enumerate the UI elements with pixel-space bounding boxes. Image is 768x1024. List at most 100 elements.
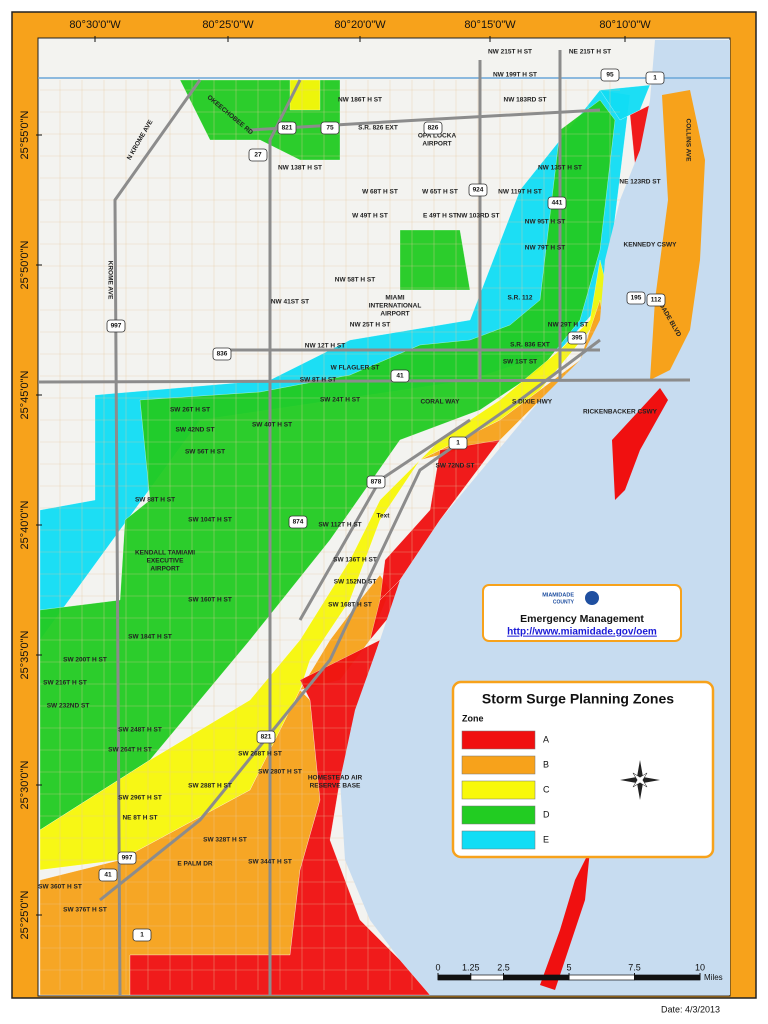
street-label: SW 200T H ST [63,657,107,664]
street-label: NW 25T H ST [350,322,390,329]
street-label: SW 152ND ST [334,579,377,586]
legend-swatch [461,780,536,800]
route-shield: 395 [567,331,587,345]
shield-bg [468,183,488,197]
key-biscayne [612,388,668,500]
logo-name: Emergency Management [520,613,644,625]
legend-label: B [543,759,549,769]
street-label: SW 268T H ST [238,751,282,758]
legend-swatch [461,805,536,825]
route-shield: 27 [248,148,268,162]
street-label: E 49T H ST [423,213,457,220]
road [249,108,601,132]
shield-label: 997 [111,323,122,330]
route-shield: 836 [212,347,232,361]
street-label: SW 328T H ST [203,837,247,844]
shield-bg [567,331,587,345]
street-label: NW 29T H ST [548,322,588,329]
road [268,79,302,995]
route-shield: 821 [256,730,276,744]
shield-bg [98,868,118,882]
scale-segment [503,974,570,981]
logo-frame [482,584,682,642]
route-shield: 878 [366,475,386,489]
shield-bg [547,196,567,210]
street-label: CORAL WAY [420,399,460,406]
shield-label: 41 [396,373,404,380]
street-label: SW 264T H ST [108,747,152,754]
route-shield: 195 [626,291,646,305]
shield-label: 41 [104,872,112,879]
legend-swatch [461,730,536,750]
shield-label: 821 [261,734,272,741]
route-shield: 1 [645,71,665,85]
route-shield: 112 [646,293,666,307]
logo-url[interactable]: http://www.miamidade.gov/oem [507,627,657,638]
street-label: NE 215T H ST [569,49,611,56]
street-label: SW 8T H ST [300,377,337,384]
shield-label: 1 [653,75,657,82]
legend-label: E [543,834,549,844]
logo-org: COUNTY [553,599,575,605]
legend-title: Storm Surge Planning Zones [482,691,674,707]
street-label: S.R. 836 EXT [510,342,550,349]
street-label: NW 119T H ST [498,189,542,196]
street-label: SW 344T H ST [248,859,292,866]
street-label: SW 184T H ST [128,634,172,641]
latitude-label: 25°50'0"N [19,240,31,289]
shield-bg [288,515,308,529]
road [113,79,202,996]
street-label: SW 296T H ST [118,795,162,802]
legend-subtitle: Zone [462,713,484,723]
street-label: SW 248T H ST [118,727,162,734]
place-label: EXECUTIVE [147,558,185,565]
street-label: W 68T H ST [362,189,398,196]
place-label: MIAMI [385,295,404,302]
compass [620,760,660,800]
longitude-label: 80°25'0"W [202,19,254,31]
shield-bg [448,436,468,450]
logo-org: MIAMIDADE [542,592,574,598]
shield-bg [600,68,620,82]
street-label: COLLINS AVE [684,119,691,163]
road [37,378,691,384]
street-label: SW 40T H ST [252,422,292,429]
route-shield: 997 [117,851,137,865]
shield-label: 924 [473,187,484,194]
scale-label: 1.25 [462,962,480,972]
shield-label: 821 [282,125,293,132]
longitude-label: 80°30'0"W [69,19,121,31]
scale-segment [470,974,504,981]
latitude-label: 25°40'0"N [19,500,31,549]
latitude-label: 25°35'0"N [19,630,31,679]
route-shield: 874 [288,515,308,529]
street-label: SW 72ND ST [435,463,474,470]
street-label: SW 112T H ST [318,522,361,529]
logo-mark [585,591,599,605]
zone-area [289,79,321,111]
street-label: KENNEDY CSWY [624,242,678,249]
street-label: SW 42ND ST [175,427,214,434]
street-label: NW 79T H ST [525,245,565,252]
shield-bg [320,121,340,135]
route-shield: 41 [98,868,118,882]
street-label: S.R. 112 [508,295,533,302]
shield-label: 1 [140,932,144,939]
shield-label: 112 [651,297,662,304]
street-label: NW 95T H ST [525,219,565,226]
street-label: SW 232ND ST [47,703,90,710]
street-label: NW 12T H ST [305,343,345,350]
street-label: RICKENBACKER CSWY [583,409,658,416]
shield-bg [256,730,276,744]
shield-label: 27 [254,152,262,159]
place-label: OPA LOCKA [418,133,457,140]
shield-label: 997 [122,855,133,862]
legend-label: A [543,734,549,744]
scale-label: 2.5 [497,962,510,972]
place-label: AIRPORT [150,566,179,573]
street-label: KROME AVE [106,261,113,300]
street-label: NW 135T H ST [538,165,582,172]
shield-label: 195 [631,295,642,302]
route-shield: 997 [106,319,126,333]
